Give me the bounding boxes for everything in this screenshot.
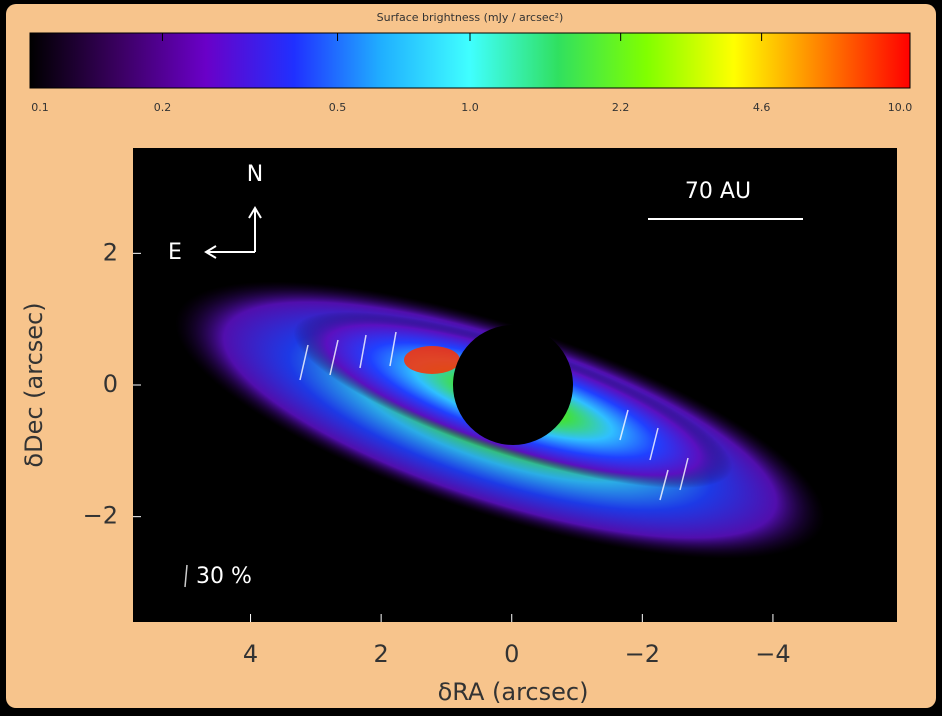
x-tick-label: 2 <box>373 640 388 668</box>
x-tick-label: 4 <box>243 640 258 668</box>
y-tick-label: 0 <box>103 370 118 398</box>
scale-label: 70 AU <box>685 179 751 204</box>
colorbar-tick-label: 1.0 <box>461 101 479 114</box>
north-label: N <box>247 162 263 187</box>
x-tick-label: −2 <box>625 640 660 668</box>
colorbar <box>30 33 910 88</box>
polarization-label: 30 % <box>196 564 252 589</box>
x-tick-label: 0 <box>504 640 519 668</box>
colorbar-tick-label: 0.5 <box>329 101 347 114</box>
x-tick-label: −4 <box>755 640 790 668</box>
x-axis-label: δRA (arcsec) <box>438 678 589 706</box>
colorbar-tick-label: 0.2 <box>154 101 172 114</box>
colorbar-tick-label: 2.2 <box>612 101 630 114</box>
y-axis-label: δDec (arcsec) <box>20 302 48 467</box>
colorbar-tick-label: 0.1 <box>31 101 49 114</box>
colorbar-tick-label: 4.6 <box>753 101 771 114</box>
east-label: E <box>168 240 182 265</box>
figure: Surface brightness (mJy / arcsec²) N E 7… <box>0 0 942 712</box>
y-tick-label: −2 <box>83 502 118 530</box>
colorbar-title: Surface brightness (mJy / arcsec²) <box>377 11 564 24</box>
y-tick-label: 2 <box>103 238 118 266</box>
colorbar-tick-label: 10.0 <box>888 101 913 114</box>
